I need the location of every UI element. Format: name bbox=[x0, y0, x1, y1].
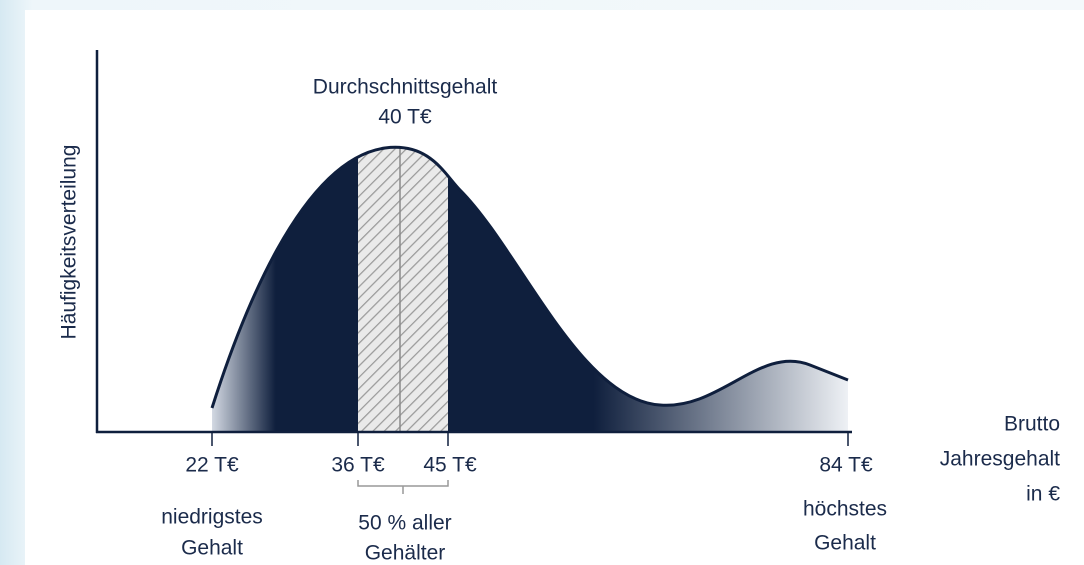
title-value: 40 T€ bbox=[378, 106, 432, 129]
marker-label: 45 T€ bbox=[423, 454, 477, 477]
x-axis-label: Jahresgehalt bbox=[940, 448, 1060, 471]
annotation: Gehalt bbox=[814, 532, 876, 555]
bracket bbox=[357, 480, 449, 494]
marker-label: 22 T€ bbox=[185, 454, 239, 477]
middle-range bbox=[358, 147, 448, 432]
marker-label: 36 T€ bbox=[331, 454, 385, 477]
y-axis-label: Häufigkeitsverteilung bbox=[58, 145, 81, 340]
x-axis-label: in € bbox=[1026, 483, 1060, 506]
annotation: 50 % aller bbox=[358, 512, 451, 535]
marker-label: 84 T€ bbox=[819, 454, 873, 477]
panel bbox=[25, 10, 1084, 565]
annotation: Gehalt bbox=[181, 537, 243, 560]
distribution-curve bbox=[210, 145, 849, 409]
annotation: niedrigstes bbox=[161, 506, 263, 529]
annotation: höchstes bbox=[803, 498, 887, 521]
annotation: Gehälter bbox=[365, 542, 446, 565]
x-axis-label: Brutto bbox=[1004, 413, 1060, 436]
title: Durchschnittsgehalt bbox=[313, 76, 498, 99]
